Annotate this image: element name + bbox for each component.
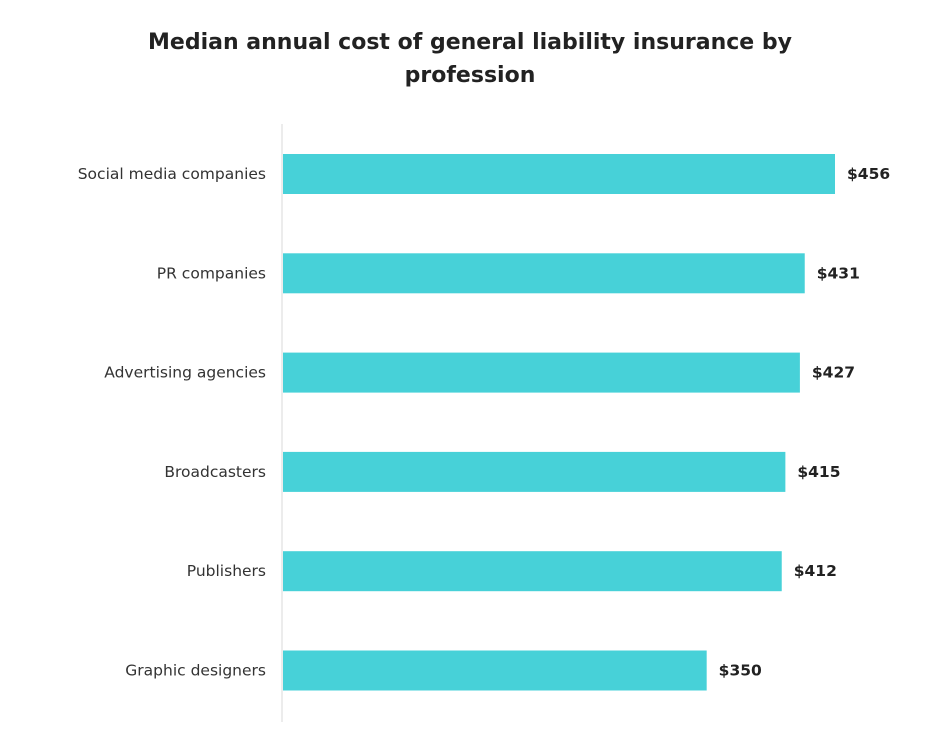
value-label: $431 bbox=[817, 264, 860, 282]
category-label: Graphic designers bbox=[125, 662, 266, 680]
bar-graphic-designers bbox=[283, 650, 707, 691]
value-label: $415 bbox=[797, 463, 840, 481]
category-label: Publishers bbox=[187, 562, 266, 580]
bar-pr-companies bbox=[283, 253, 805, 294]
chart-title-line-2: profession bbox=[404, 63, 536, 88]
bars-group: Social media companies $456 PR companies $4… bbox=[78, 154, 890, 691]
bar-advertising-agencies bbox=[283, 352, 800, 393]
category-label: PR companies bbox=[157, 264, 266, 282]
chart-title-line-1: Median annual cost of general liability … bbox=[148, 30, 792, 55]
value-label: $412 bbox=[794, 562, 837, 580]
value-label: $456 bbox=[847, 165, 890, 183]
value-label: $350 bbox=[719, 662, 762, 680]
bar-social-media-companies bbox=[283, 154, 835, 194]
category-label: Broadcasters bbox=[164, 463, 266, 481]
value-label: $427 bbox=[812, 364, 855, 382]
bar-publishers bbox=[283, 551, 782, 592]
category-label: Social media companies bbox=[78, 165, 266, 183]
category-label: Advertising agencies bbox=[104, 364, 266, 382]
bar-broadcasters bbox=[283, 451, 786, 492]
